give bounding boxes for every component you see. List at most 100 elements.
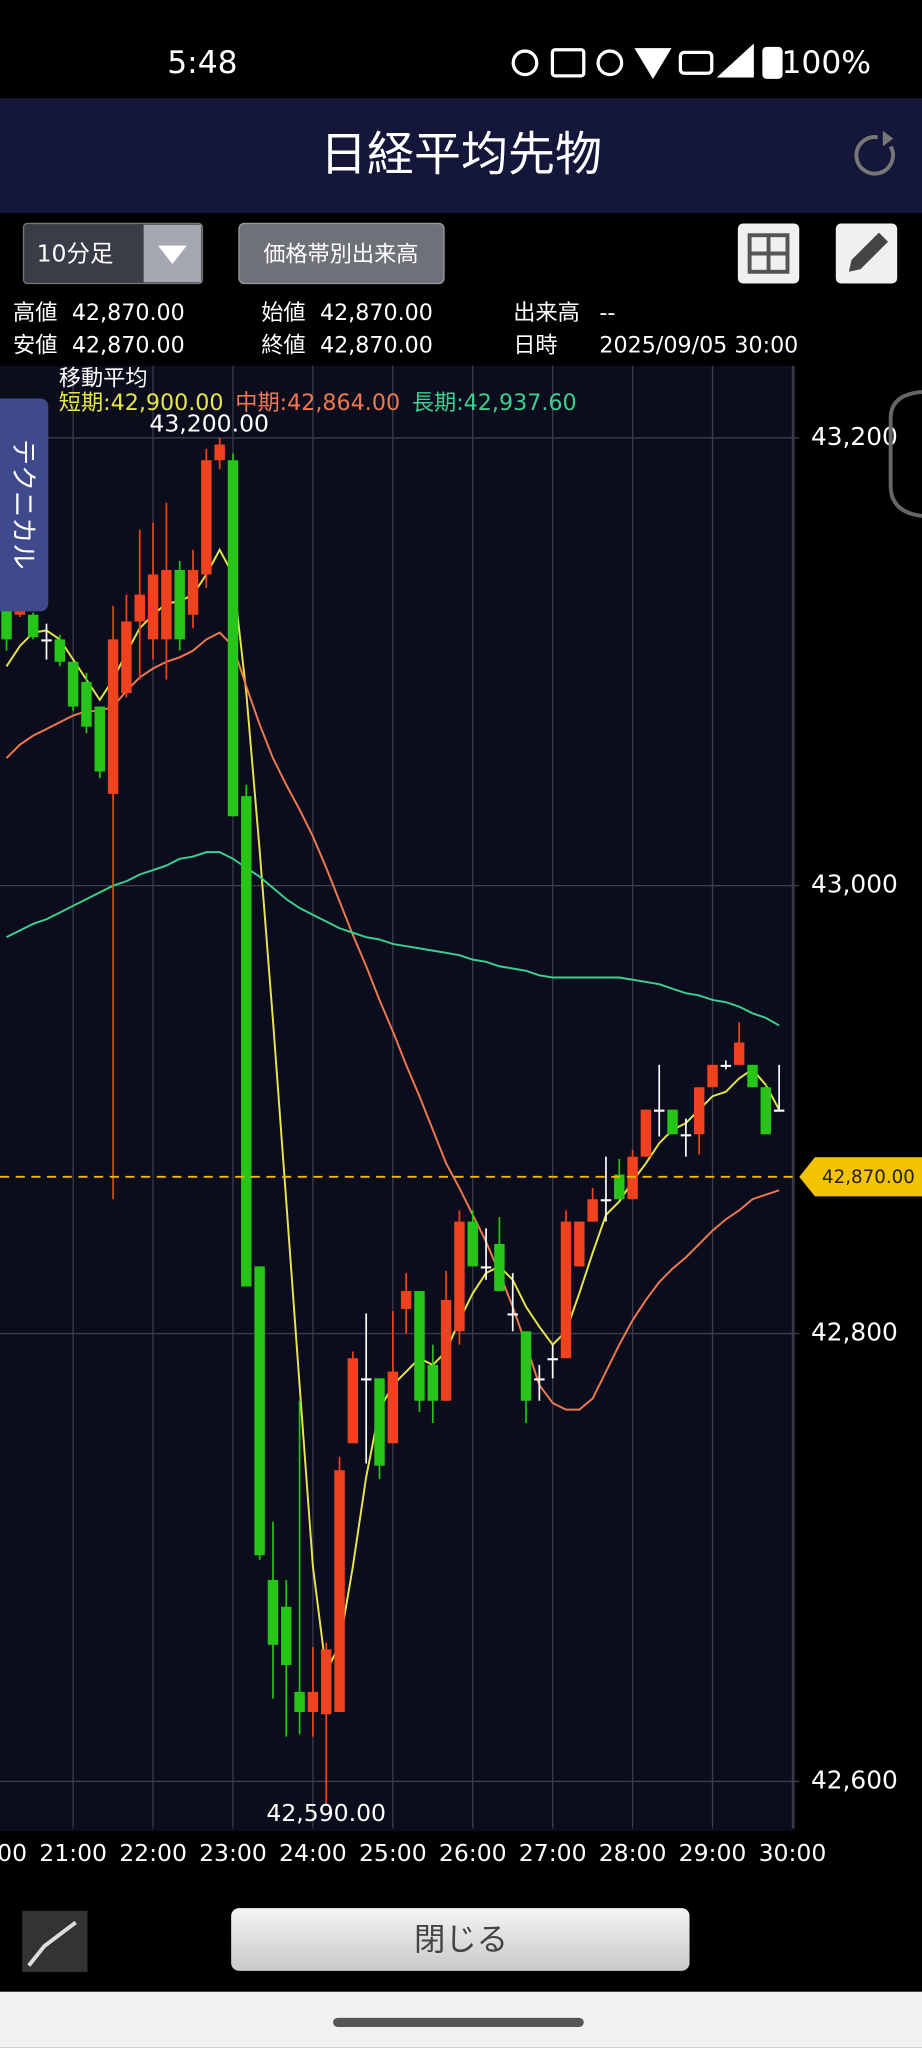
candle-body xyxy=(600,1199,612,1202)
candle-body xyxy=(254,1266,265,1556)
candle-body xyxy=(1,594,12,640)
info-value: -- xyxy=(599,300,615,326)
info-value: 42,870.00 xyxy=(320,333,433,359)
x-tick-label: 23:00 xyxy=(199,1839,267,1867)
x-tick-label: 30:00 xyxy=(759,1839,827,1867)
info-label: 安値 xyxy=(13,333,57,359)
candle-body xyxy=(654,1109,665,1112)
candle-body xyxy=(267,1579,279,1645)
info-value: 2025/09/05 30:00 xyxy=(599,333,798,359)
candle-body xyxy=(614,1174,625,1200)
tool-icon[interactable] xyxy=(22,1910,88,1973)
layout-button[interactable] xyxy=(737,223,800,284)
candle-body xyxy=(520,1331,532,1401)
candle-body xyxy=(560,1221,572,1359)
candle-body xyxy=(67,661,79,707)
candle-body xyxy=(321,1649,332,1715)
status-icons xyxy=(511,43,783,80)
x-tick-label: 20:00 xyxy=(0,1839,27,1867)
price-tag xyxy=(799,1157,922,1197)
candle-body xyxy=(387,1371,399,1444)
candle-body xyxy=(720,1064,732,1067)
candle-body xyxy=(347,1358,359,1444)
legend-title: 移動平均 xyxy=(59,365,148,391)
axes: 42,600 42,800 43,000 43,200 20:00 21:00 22:00 2… xyxy=(0,365,898,1867)
x-tick-label: 26:00 xyxy=(439,1839,507,1867)
candle-body xyxy=(627,1156,638,1200)
candle-body xyxy=(547,1358,558,1361)
candle-body xyxy=(81,681,92,727)
info-label: 日時 xyxy=(513,333,557,359)
info-value: 42,870.00 xyxy=(320,300,433,326)
candle-body xyxy=(680,1134,692,1137)
candle-body xyxy=(214,444,225,461)
x-tick-label: 25:00 xyxy=(359,1839,427,1867)
plot xyxy=(1,437,785,1804)
candle-body xyxy=(161,569,172,640)
high-label: 43,200.00 xyxy=(149,409,269,437)
legend-entry: 中期:42,864.00 xyxy=(235,390,400,416)
candle-body xyxy=(147,574,159,640)
low-label: 42,590.00 xyxy=(266,1799,386,1827)
y-tick-label: 42,800 xyxy=(811,1318,898,1347)
candle-body xyxy=(281,1606,292,1665)
candle-body xyxy=(693,1087,705,1135)
candle-body xyxy=(334,1470,345,1713)
legend-entry: 長期:42,937.60 xyxy=(412,390,577,416)
candle-body xyxy=(494,1243,505,1292)
info-value: 42,870.00 xyxy=(72,333,185,359)
home-indicator xyxy=(333,2017,584,2027)
status-battery: 100% xyxy=(781,45,871,81)
candle-body xyxy=(360,1378,372,1381)
candle-body xyxy=(121,621,132,694)
candle-body xyxy=(107,639,119,794)
title: 日経平均先物 xyxy=(320,128,602,183)
candle-body xyxy=(733,1042,745,1065)
info-label: 出来高 xyxy=(513,300,580,326)
candle-body xyxy=(227,460,239,817)
grid xyxy=(0,365,800,1829)
x-tick-label: 21:00 xyxy=(39,1839,107,1867)
candle-body xyxy=(707,1064,718,1088)
candle-body xyxy=(587,1199,598,1222)
close-button[interactable] xyxy=(231,1908,690,1971)
candle-body xyxy=(41,639,52,642)
volume-profile-button[interactable] xyxy=(238,222,445,285)
legend: 移動平均 短期:42,900.00 中期:42,864.00 長期:42,937.6… xyxy=(59,365,577,416)
candle-body xyxy=(773,1109,785,1112)
candle-body xyxy=(640,1109,652,1157)
candle-body xyxy=(134,594,145,622)
candle-body xyxy=(534,1378,545,1381)
interval-dropdown[interactable] xyxy=(22,222,204,285)
candle-body xyxy=(174,569,185,640)
x-tick-label: 24:00 xyxy=(279,1839,347,1867)
candle-body xyxy=(667,1109,678,1135)
y-tick-label: 43,000 xyxy=(811,870,898,899)
candle-body xyxy=(94,706,105,772)
technical-tab[interactable] xyxy=(0,398,49,612)
candle-body xyxy=(574,1221,585,1267)
draw-button[interactable] xyxy=(835,223,898,284)
volume-profile-label: 価格帯別出来高 xyxy=(263,241,418,267)
candle-body xyxy=(507,1313,518,1316)
status-time: 5:48 xyxy=(167,45,237,81)
candle-body xyxy=(187,569,199,615)
candle-body xyxy=(400,1291,412,1309)
technical-tab-label: テクニカル xyxy=(8,439,38,570)
moving-average-line xyxy=(6,851,780,1027)
info-label: 終値 xyxy=(261,333,305,359)
info-panel: 高値 42,870.00 始値 42,870.00 出来高 -- 安値 42,870.00 終値… xyxy=(13,300,798,359)
plot-area xyxy=(0,365,795,1832)
info-label: 始値 xyxy=(261,300,305,326)
edge-handle xyxy=(888,389,922,518)
candle-body xyxy=(294,1691,305,1713)
candle-body xyxy=(427,1364,439,1401)
info-value: 42,870.00 xyxy=(72,300,185,326)
y-tick-label: 42,600 xyxy=(811,1765,898,1794)
candle-body xyxy=(241,796,252,1287)
candle-body xyxy=(480,1266,492,1269)
close-label: 閉じる xyxy=(414,1922,508,1958)
refresh-button[interactable] xyxy=(854,130,895,176)
